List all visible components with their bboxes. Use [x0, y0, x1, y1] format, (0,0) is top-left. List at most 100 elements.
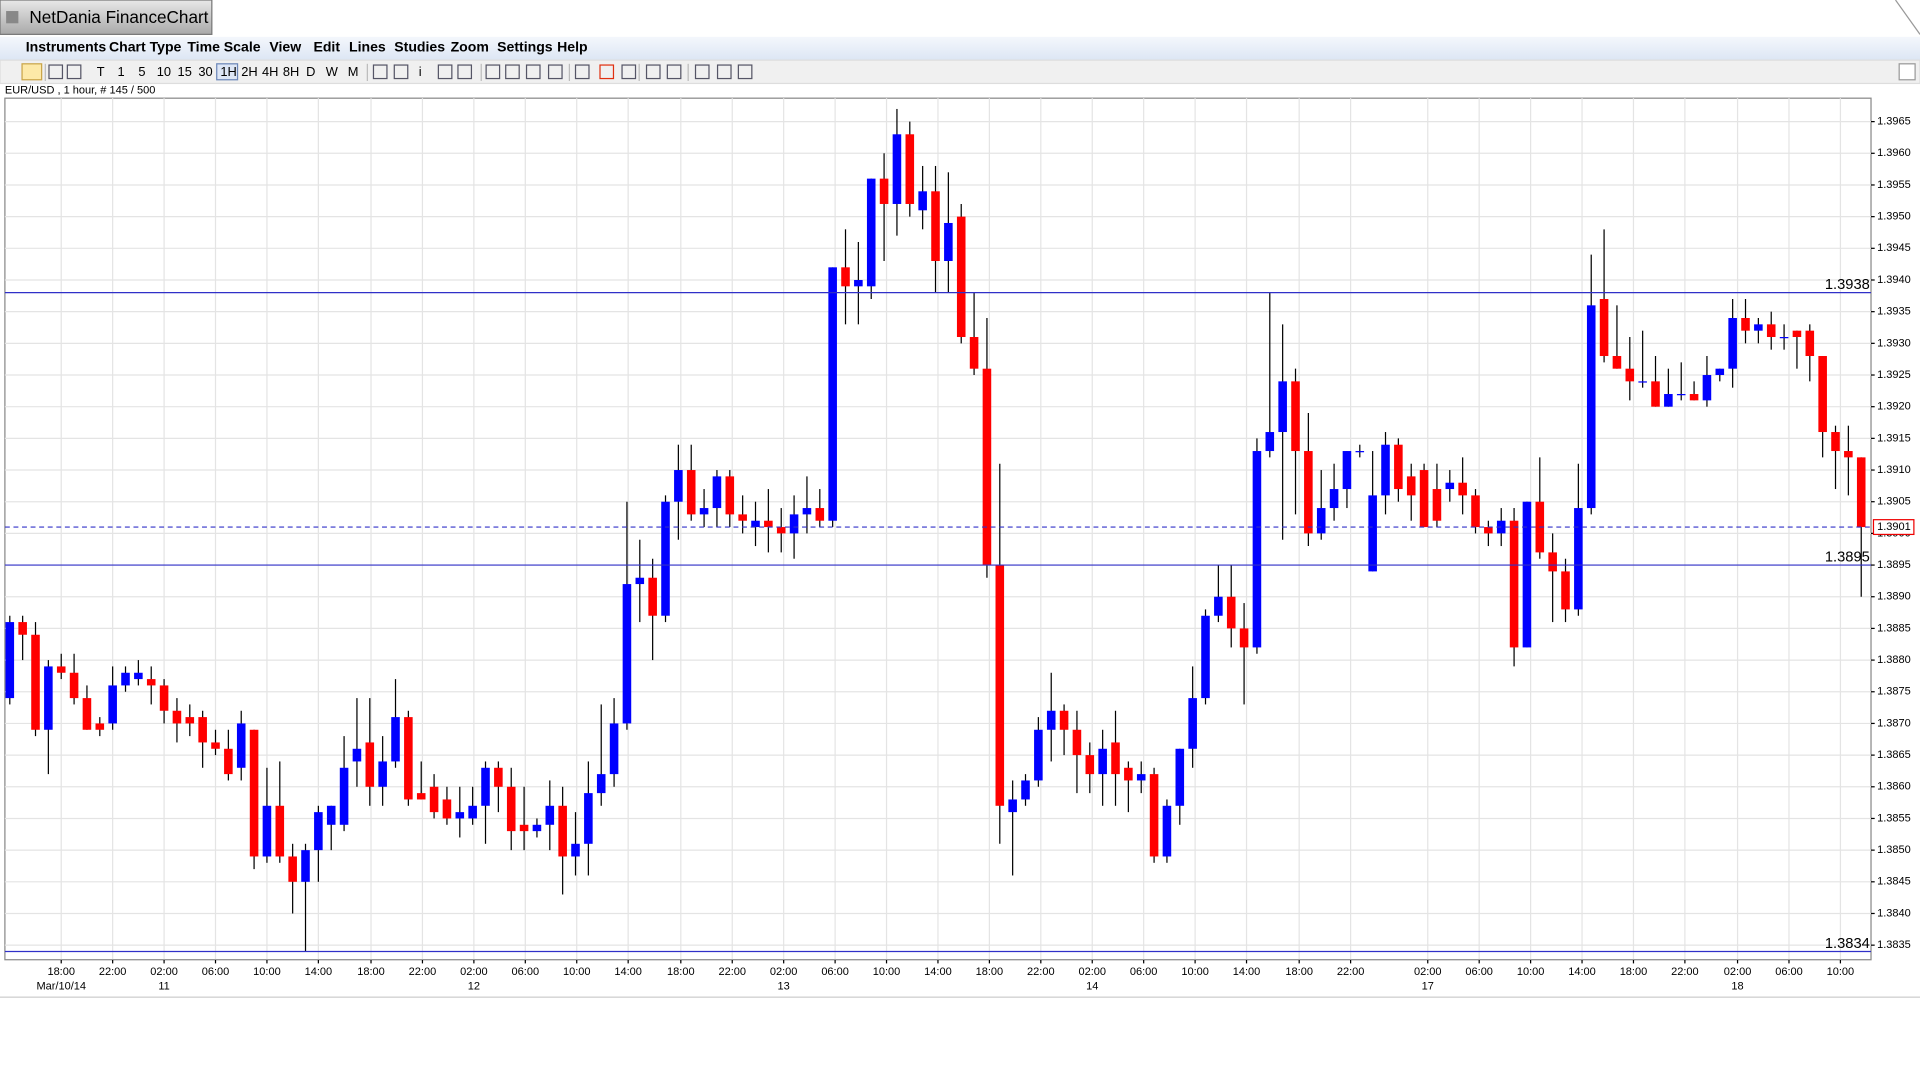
candle-body [159, 685, 169, 711]
y-tick-label: 1.3925 [1877, 369, 1911, 381]
candle-body [1445, 482, 1455, 490]
candle-body [1586, 305, 1596, 509]
corner-line [1895, 0, 1920, 35]
menu-item[interactable]: Instruments [26, 39, 107, 55]
x-tick-label: 02:00 [770, 966, 798, 978]
candle-body [519, 824, 529, 832]
x-tick-label: 02:00 [1414, 966, 1442, 978]
y-tick-label: 1.3910 [1877, 464, 1911, 476]
menu-item[interactable]: Time Scale [187, 39, 260, 55]
y-tick-label: 1.3935 [1877, 306, 1911, 318]
candle-body [854, 279, 863, 287]
candle-body [1651, 381, 1660, 407]
toolbar-button[interactable]: 4H [262, 64, 278, 79]
candle-body [584, 793, 593, 844]
candle-body [1252, 451, 1262, 648]
y-tick-label: 1.3930 [1877, 337, 1911, 349]
toolbar-icon[interactable] [694, 64, 710, 80]
toolbar-button[interactable]: 10 [157, 64, 171, 79]
toolbar-button[interactable]: 5 [138, 64, 145, 79]
x-tick-label: 22:00 [99, 966, 127, 978]
candle-body [108, 685, 117, 724]
menu-item[interactable]: Edit [313, 39, 340, 55]
menu-item[interactable]: Studies [394, 39, 445, 55]
candle-body [1728, 318, 1737, 369]
toolbar-button[interactable]: M [348, 64, 359, 79]
candle-body [738, 514, 747, 521]
menu-item[interactable]: Lines [349, 39, 386, 55]
candle-body [1304, 451, 1313, 534]
toolbar-icon[interactable] [457, 64, 473, 80]
toolbar-icon[interactable] [525, 64, 541, 80]
toolbar-button[interactable]: 8H [283, 64, 299, 79]
candle-body [776, 527, 786, 534]
toolbar-icon[interactable] [621, 64, 637, 80]
toolbar-icon[interactable] [66, 64, 82, 80]
line-label: 1.3895 [1825, 550, 1870, 566]
x-tick-label: 22:00 [1027, 966, 1055, 978]
toolbar-button[interactable]: 30 [198, 64, 212, 79]
toolbar-icon[interactable] [574, 64, 590, 80]
y-tick-label: 1.3895 [1877, 559, 1911, 571]
candle-body [121, 672, 130, 686]
toolbar-icon[interactable] [599, 64, 615, 80]
candle-body [1831, 432, 1840, 452]
x-tick-label: 18:00 [1285, 966, 1313, 978]
toolbar-button[interactable]: i [419, 64, 422, 79]
toolbar-corner-button[interactable] [1898, 63, 1916, 81]
toolbar-button[interactable]: 1H [220, 64, 236, 79]
toolbar-icon[interactable] [437, 64, 453, 80]
candle-body [1664, 394, 1673, 407]
x-tick-label: 22:00 [1671, 966, 1699, 978]
toolbar-button[interactable]: 2H [241, 64, 257, 79]
toolbar-icon[interactable] [547, 64, 563, 80]
x-date-label: Mar/10/14 [36, 981, 86, 993]
menu-item[interactable]: Zoom [451, 39, 489, 55]
y-tick-label: 1.3865 [1877, 749, 1911, 761]
candle-body [1484, 527, 1493, 534]
x-tick-label: 14:00 [614, 966, 642, 978]
toolbar-icon[interactable] [716, 64, 732, 80]
candle-type-button[interactable] [21, 63, 43, 81]
toolbar-icon[interactable] [666, 64, 682, 80]
candle-body [931, 191, 940, 261]
x-tick-label: 06:00 [821, 966, 849, 978]
menu-item[interactable]: View [269, 39, 301, 55]
x-tick-label: 02:00 [150, 966, 178, 978]
toolbar-icon[interactable] [372, 64, 388, 80]
toolbar-button[interactable]: W [326, 64, 339, 79]
candle-body [339, 767, 349, 825]
toolbar-button[interactable]: D [306, 64, 315, 79]
y-tick-label: 1.3955 [1877, 179, 1911, 191]
candle-body [1214, 596, 1223, 616]
candle-body [1394, 444, 1403, 490]
candle-body [905, 134, 915, 204]
menu-item[interactable]: Settings [497, 39, 553, 55]
candle-body [236, 723, 246, 768]
app-title-bar [0, 0, 213, 35]
toolbar-icon[interactable] [393, 64, 409, 80]
x-tick-label: 18:00 [1620, 966, 1648, 978]
candle-body [1149, 774, 1159, 857]
toolbar-button[interactable]: T [97, 64, 105, 79]
toolbar-button[interactable]: 15 [178, 64, 192, 79]
y-tick-label: 1.3940 [1877, 274, 1911, 286]
toolbar-icon[interactable] [485, 64, 501, 80]
candle-body [841, 267, 850, 287]
last-price-label: 1.3901 [1877, 521, 1911, 533]
menu-item[interactable]: Help [557, 39, 588, 55]
y-tick-label: 1.3950 [1877, 211, 1911, 223]
y-tick-label: 1.3855 [1877, 812, 1911, 824]
toolbar-icon[interactable] [48, 64, 64, 80]
toolbar-button[interactable]: 1 [118, 64, 125, 79]
toolbar-icon[interactable] [505, 64, 520, 80]
candle-body [789, 514, 799, 534]
toolbar-icon[interactable] [737, 64, 753, 80]
menu-bar [0, 36, 1920, 61]
menu-item[interactable]: Chart Type [109, 39, 182, 55]
candle-body [262, 805, 272, 857]
candle-body [1278, 381, 1287, 433]
toolbar-icon[interactable] [645, 64, 661, 80]
candle-body [1715, 368, 1725, 376]
